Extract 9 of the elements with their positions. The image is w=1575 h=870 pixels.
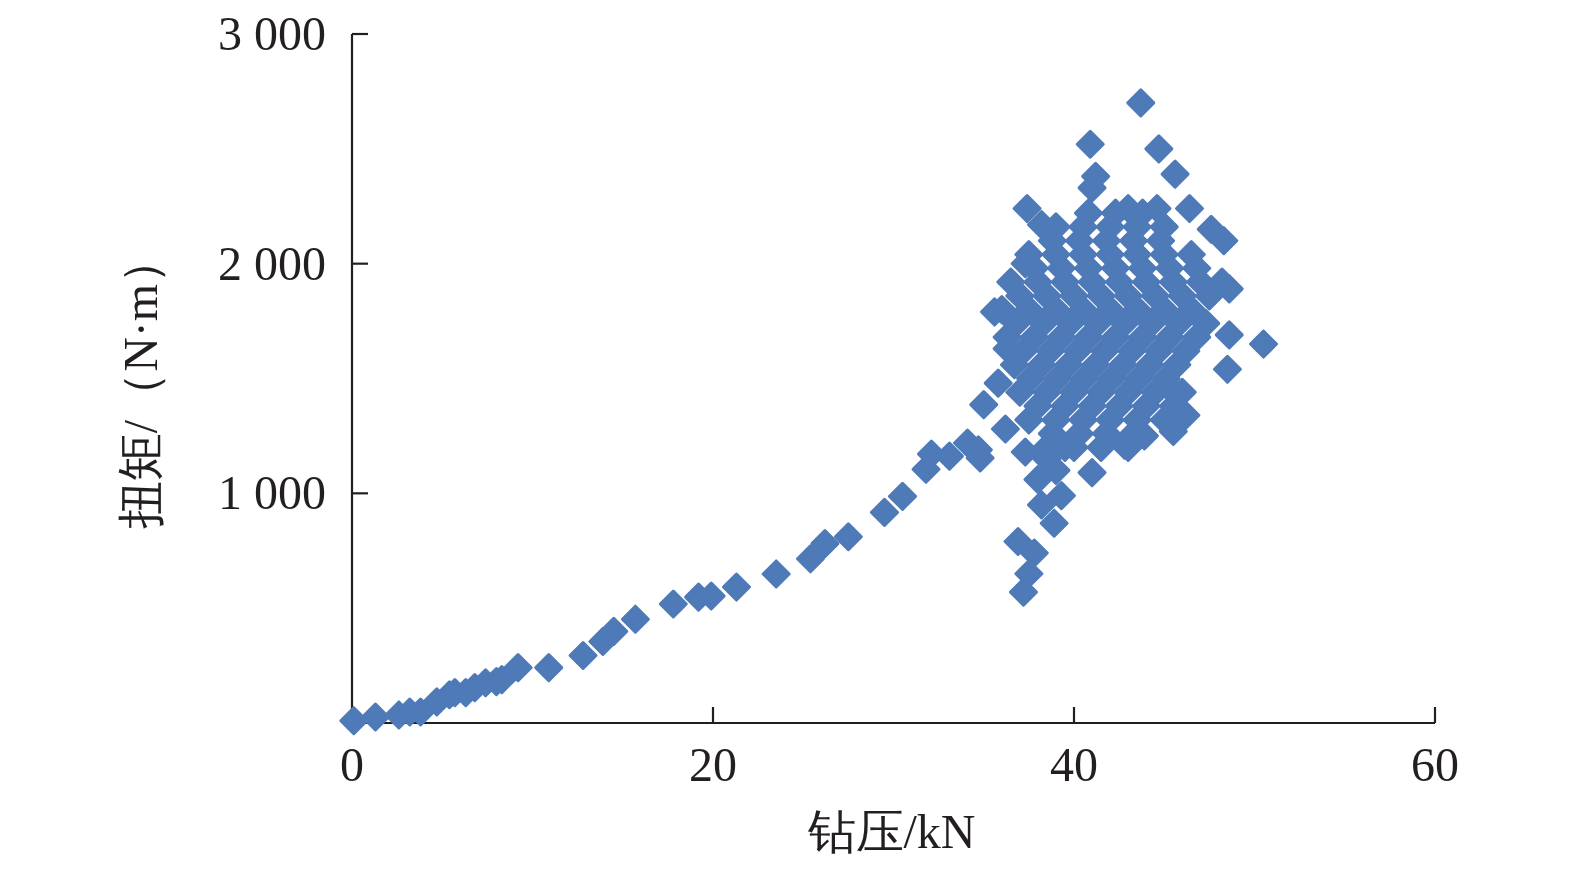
y-tick-label: 2 000 — [218, 236, 326, 290]
x-tick-label: 20 — [689, 738, 737, 791]
x-tick-label: 0 — [340, 738, 364, 791]
y-tick-label: 3 000 — [218, 7, 326, 60]
x-axis-title: 钻压/kN — [806, 805, 976, 858]
x-tick-label: 60 — [1411, 738, 1459, 791]
y-axis-title: 扭矩/（N·m） — [114, 235, 167, 530]
y-tick-label: 1 000 — [218, 466, 326, 520]
x-tick-label: 40 — [1050, 738, 1098, 791]
